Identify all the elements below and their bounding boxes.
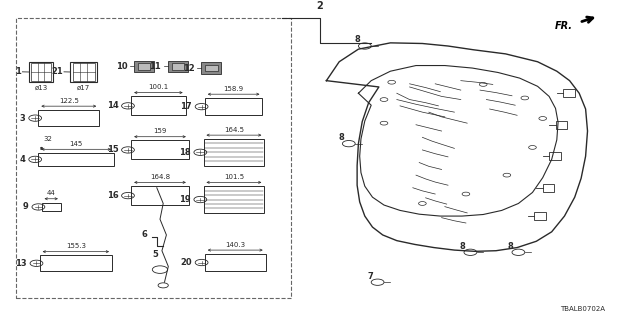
- Text: 159: 159: [154, 128, 166, 134]
- Text: 44: 44: [47, 190, 56, 196]
- Bar: [134, 61, 154, 72]
- Text: 13: 13: [15, 259, 27, 268]
- Text: 8: 8: [355, 36, 360, 44]
- Bar: [31, 63, 51, 81]
- Text: 19: 19: [179, 195, 191, 204]
- Text: 8: 8: [508, 242, 513, 251]
- Text: ø17: ø17: [77, 85, 90, 91]
- Text: 21: 21: [51, 67, 63, 76]
- Text: 10: 10: [116, 62, 127, 71]
- Bar: [38, 110, 99, 126]
- Bar: [205, 254, 266, 271]
- Text: 140.3: 140.3: [225, 242, 245, 248]
- Text: 1: 1: [15, 67, 21, 76]
- Bar: [131, 140, 189, 159]
- Bar: [204, 139, 264, 166]
- Text: ø13: ø13: [35, 85, 47, 91]
- Bar: [29, 62, 53, 82]
- Text: 100.1: 100.1: [148, 84, 168, 90]
- Bar: [138, 63, 150, 70]
- Text: 8: 8: [460, 242, 465, 251]
- Text: 5: 5: [152, 250, 159, 259]
- Text: 6: 6: [141, 230, 147, 239]
- Bar: [70, 62, 97, 82]
- Text: 9: 9: [23, 203, 29, 212]
- Text: 164.8: 164.8: [150, 174, 170, 180]
- Bar: [205, 65, 218, 71]
- Text: 32: 32: [44, 136, 52, 142]
- Bar: [204, 186, 264, 213]
- Text: TBALB0702A: TBALB0702A: [560, 306, 605, 312]
- Text: 11: 11: [150, 62, 161, 71]
- Text: 20: 20: [180, 258, 192, 267]
- Bar: [549, 152, 561, 160]
- Text: 12: 12: [183, 64, 195, 73]
- Bar: [42, 203, 61, 211]
- Bar: [201, 62, 221, 74]
- Text: 8: 8: [339, 133, 344, 142]
- Text: 14: 14: [107, 101, 118, 110]
- Bar: [16, 18, 291, 298]
- Text: FR.: FR.: [555, 20, 573, 30]
- Bar: [131, 186, 189, 205]
- Text: 2: 2: [317, 1, 323, 12]
- Bar: [543, 184, 554, 191]
- Bar: [168, 61, 188, 72]
- Text: 158.9: 158.9: [223, 86, 244, 92]
- Text: 3: 3: [20, 114, 26, 123]
- Bar: [205, 98, 262, 115]
- Text: 7: 7: [367, 272, 372, 281]
- Text: 16: 16: [107, 191, 118, 200]
- Bar: [38, 153, 114, 166]
- Bar: [172, 63, 184, 70]
- Text: 155.3: 155.3: [66, 243, 86, 249]
- Bar: [40, 255, 112, 271]
- Text: 15: 15: [107, 145, 118, 155]
- Bar: [556, 121, 567, 129]
- Text: 122.5: 122.5: [59, 98, 79, 104]
- Bar: [563, 90, 575, 97]
- Text: 164.5: 164.5: [224, 127, 244, 132]
- Text: 17: 17: [180, 102, 192, 111]
- Text: 4: 4: [20, 155, 26, 164]
- Bar: [534, 212, 546, 220]
- Bar: [73, 63, 95, 81]
- Text: 145: 145: [70, 141, 83, 147]
- Bar: [131, 96, 186, 115]
- Text: 101.5: 101.5: [224, 174, 244, 180]
- Text: 18: 18: [179, 148, 191, 157]
